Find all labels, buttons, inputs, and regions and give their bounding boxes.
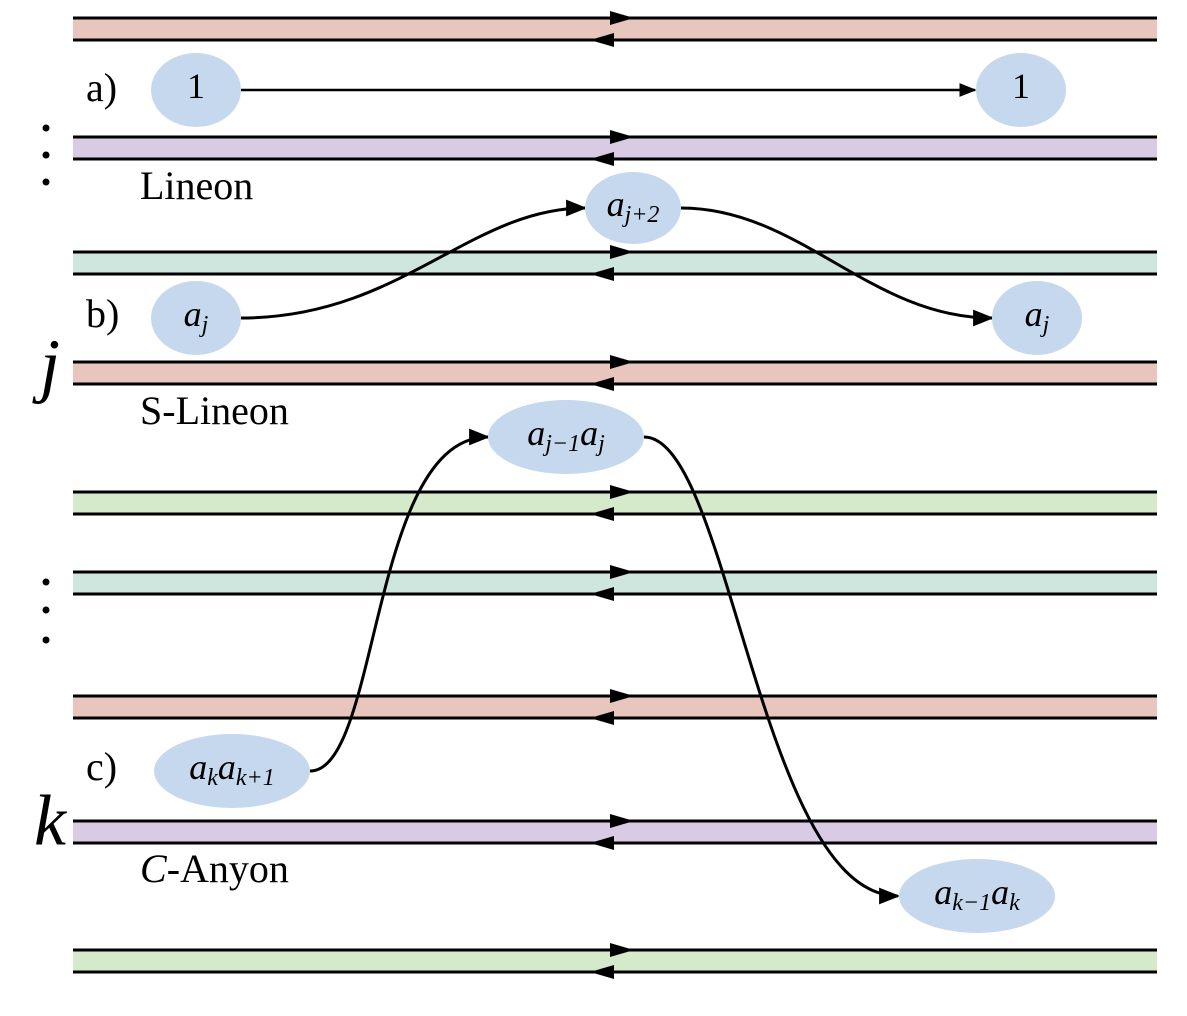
- node-base: 1: [187, 66, 205, 106]
- arrow-left: [590, 33, 614, 47]
- strip-fill: [73, 18, 1157, 40]
- name-s-lineon: S-Lineon: [140, 388, 289, 433]
- strip-fill: [73, 696, 1157, 718]
- node-base: a: [1025, 294, 1043, 334]
- node-sub: j: [595, 431, 605, 457]
- arrow-right: [610, 689, 634, 703]
- node-shape: [151, 281, 241, 355]
- index-k: k: [34, 781, 68, 861]
- name-c-anyon: C-Anyon: [140, 846, 289, 891]
- node: 1: [976, 53, 1066, 127]
- node: aj: [992, 281, 1082, 355]
- node-base: a: [189, 747, 207, 787]
- node-label: akak+1: [189, 747, 275, 790]
- node-label: ak−1ak: [934, 872, 1020, 915]
- curves: [240, 83, 995, 905]
- strips: [73, 11, 1157, 979]
- node-shape: [585, 172, 681, 244]
- node-shape: [992, 281, 1082, 355]
- label-b: b): [86, 291, 119, 336]
- node-base: a: [184, 294, 202, 334]
- node: akak+1: [154, 734, 310, 808]
- node-label: aj: [184, 294, 209, 337]
- node-label: 1: [1012, 66, 1030, 106]
- node-shape: [488, 400, 644, 474]
- node-base: a: [527, 413, 545, 453]
- strip-fill: [73, 950, 1157, 972]
- arrow-right: [610, 485, 634, 499]
- node: aj: [151, 281, 241, 355]
- arrow-right: [610, 565, 634, 579]
- arrow-right: [610, 814, 634, 828]
- c-rest: -Anyon: [167, 846, 289, 891]
- arrow-left: [590, 267, 614, 281]
- node-sub: j−1: [542, 431, 580, 457]
- c-italic: C: [140, 846, 168, 891]
- node-sub: k−1: [952, 890, 991, 916]
- arrow-right: [610, 130, 634, 144]
- node: ak−1ak: [899, 859, 1055, 933]
- strip-fill: [73, 137, 1157, 159]
- node: aj+2: [585, 172, 681, 244]
- node-shape: [151, 53, 241, 127]
- arrow-left: [590, 152, 614, 166]
- node-shape: [976, 53, 1066, 127]
- name-lineon: Lineon: [140, 163, 253, 208]
- label-a: a): [86, 65, 117, 110]
- node-sub: k: [1009, 890, 1020, 916]
- arrow-left: [590, 711, 614, 725]
- strip-fill: [73, 821, 1157, 843]
- strip-fill: [73, 572, 1157, 594]
- arrow-left: [590, 836, 614, 850]
- node-shape: [899, 859, 1055, 933]
- node-sub: j: [199, 312, 209, 338]
- node: aj−1aj: [488, 400, 644, 474]
- arrow-right: [610, 245, 634, 259]
- ellipsis-dots: [42, 124, 50, 644]
- index-j: j: [32, 325, 60, 405]
- node-base: a: [934, 872, 952, 912]
- node-base: 1: [1012, 66, 1030, 106]
- node-label: aj: [1025, 294, 1050, 337]
- node-base: a: [580, 413, 598, 453]
- arrow-right: [610, 11, 634, 25]
- node-sub: k: [207, 765, 218, 791]
- node-base: a: [607, 184, 625, 224]
- strip-fill: [73, 362, 1157, 384]
- arrow-left: [590, 587, 614, 601]
- arrow-left: [590, 965, 614, 979]
- node-sub: j: [1040, 312, 1050, 338]
- arrow-right: [610, 943, 634, 957]
- arrow-right: [610, 355, 634, 369]
- node-label: aj−1aj: [527, 413, 605, 456]
- node: 1: [151, 53, 241, 127]
- strip-fill: [73, 492, 1157, 514]
- node-shape: [154, 734, 310, 808]
- strip-fill: [73, 252, 1157, 274]
- node-sub: j+2: [622, 202, 660, 228]
- arrow-left: [590, 377, 614, 391]
- node-label: 1: [187, 66, 205, 106]
- node-sub: k+1: [236, 765, 275, 791]
- node-base: a: [218, 747, 236, 787]
- node-base: a: [991, 872, 1009, 912]
- label-c: c): [86, 744, 117, 789]
- arrow-left: [590, 507, 614, 521]
- node-label: aj+2: [607, 184, 660, 227]
